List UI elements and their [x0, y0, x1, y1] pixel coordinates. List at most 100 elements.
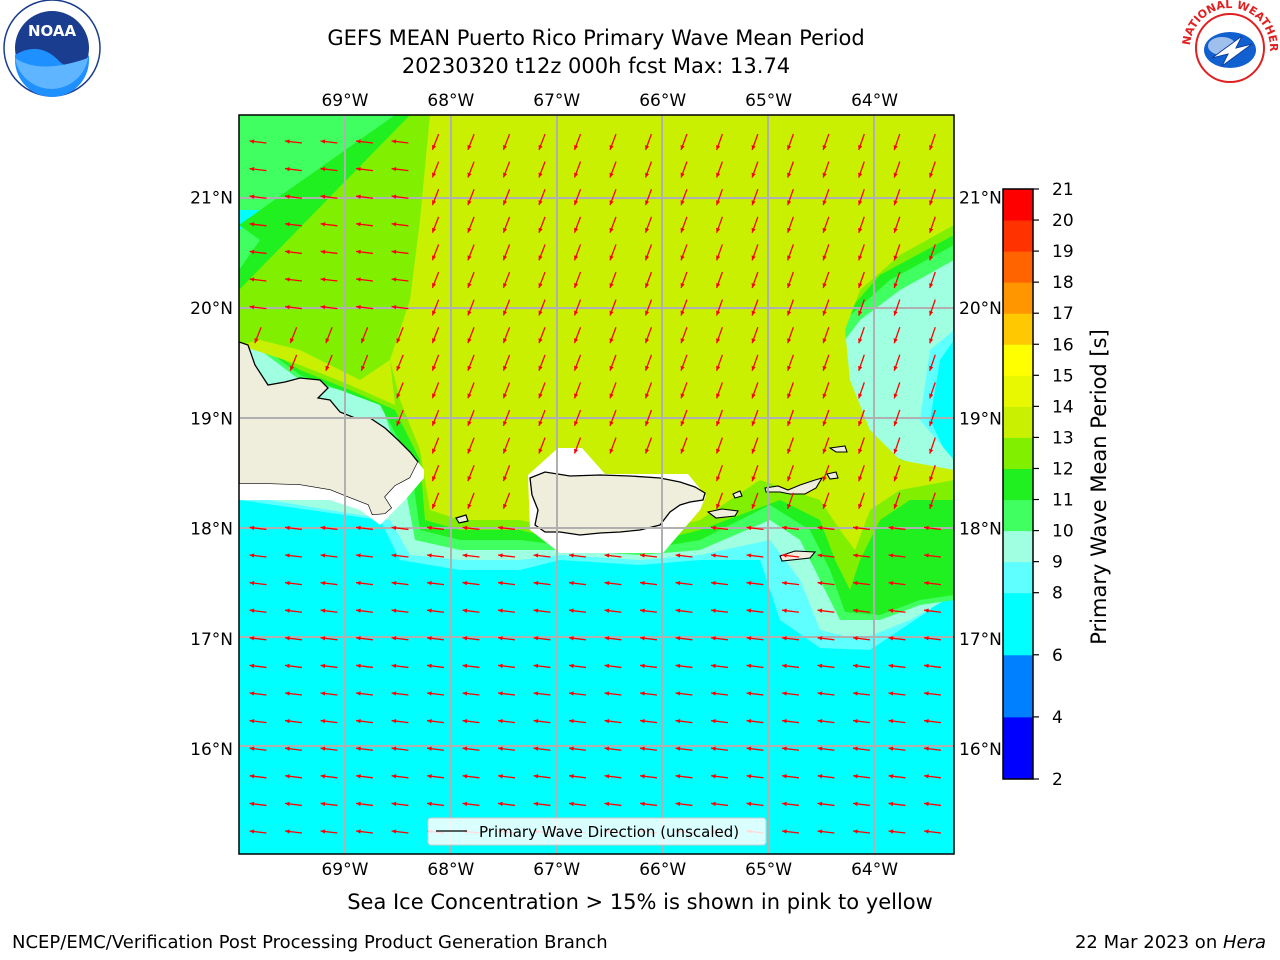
- wave-arrow: [426, 691, 445, 696]
- wave-arrow: [431, 299, 440, 316]
- wave-arrow: [325, 354, 333, 371]
- wave-arrow: [533, 663, 551, 669]
- wave-arrow: [320, 166, 338, 172]
- wave-arrow: [715, 244, 724, 261]
- wave-arrow: [462, 801, 480, 807]
- wave-arrow: [502, 354, 511, 371]
- wave-arrow: [497, 801, 516, 807]
- wave-arrow: [822, 437, 830, 454]
- chart-subtitle-date: 20230320 t12z 000h fcst Max: 13.74: [401, 54, 791, 78]
- wave-arrow: [675, 691, 693, 696]
- wave-arrow: [426, 746, 445, 751]
- wave-arrow: [680, 326, 688, 344]
- lat-tick-left: 21°N: [190, 189, 233, 209]
- wave-arrow: [604, 608, 622, 613]
- colorbar-swatch: [1003, 654, 1033, 718]
- colorbar-swatch: [1003, 313, 1033, 345]
- wave-arrow: [817, 580, 835, 586]
- wave-arrow: [893, 133, 901, 151]
- wave-arrow: [787, 492, 794, 510]
- wave-arrow: [888, 774, 906, 779]
- wave-arrow: [858, 244, 865, 261]
- wave-arrow: [609, 437, 617, 454]
- wave-arrow: [497, 718, 516, 724]
- wave-arrow: [391, 249, 409, 255]
- wave-arrow: [320, 525, 338, 531]
- wave-arrow: [573, 299, 582, 316]
- wave-arrow: [497, 580, 516, 586]
- wave-arrow: [396, 327, 404, 344]
- wave-arrow: [355, 663, 374, 669]
- nws-logo-text: NATIONAL WEATHER SERVICE: [0, 0, 1280, 52]
- wave-arrow: [787, 188, 794, 206]
- wave-arrow: [573, 327, 582, 344]
- wave-arrow: [680, 216, 688, 234]
- wave-arrow: [467, 409, 475, 427]
- period-band-13-14: [390, 115, 954, 550]
- wave-arrow: [639, 718, 658, 724]
- colorbar-tick-label: 17: [1052, 304, 1074, 324]
- wave-arrow: [284, 829, 303, 834]
- wave-arrow: [533, 691, 551, 696]
- wave-arrow: [284, 194, 303, 199]
- wave-arrow: [781, 608, 800, 613]
- colorbar-tick-label: 2: [1052, 770, 1063, 790]
- wave-arrow: [431, 409, 440, 427]
- colorbar-tick-label: 12: [1052, 459, 1074, 479]
- wave-arrow: [320, 663, 338, 669]
- wave-arrow: [787, 216, 794, 234]
- wave-arrow: [746, 553, 764, 558]
- wave-arrow: [929, 492, 936, 510]
- wave-arrow: [538, 244, 546, 261]
- wave-arrow: [710, 663, 729, 669]
- wave-arrow: [929, 464, 936, 482]
- wave-arrow: [822, 133, 830, 151]
- wave-arrow: [426, 553, 445, 558]
- wave-arrow: [751, 188, 759, 206]
- wave-arrow: [249, 608, 267, 613]
- wave-arrow: [538, 437, 546, 454]
- wave-arrow: [746, 636, 764, 641]
- wave-arrow: [715, 271, 724, 289]
- wave-arrow: [568, 663, 587, 669]
- wave-arrow: [573, 189, 582, 206]
- wave-arrow: [787, 382, 794, 399]
- wave-arrow: [391, 746, 409, 751]
- colorbar-swatch: [1003, 716, 1033, 780]
- wave-arrow: [715, 161, 724, 178]
- wave-arrow: [710, 774, 729, 779]
- wave-arrow: [710, 553, 729, 558]
- wave-arrow: [538, 161, 546, 178]
- wave-arrow: [710, 580, 729, 586]
- wave-arrow: [497, 608, 516, 613]
- wave-arrow: [391, 580, 409, 586]
- wave-arrow: [644, 382, 653, 399]
- wave-arrow: [680, 437, 688, 454]
- lat-tick-left: 17°N: [190, 630, 233, 650]
- colorbar-frame: [1002, 188, 1034, 780]
- wave-arrow: [822, 382, 830, 399]
- wave-arrow: [852, 663, 871, 669]
- wave-arrow: [249, 774, 267, 779]
- wave-arrow: [923, 746, 942, 751]
- wave-arrow: [822, 326, 830, 344]
- footer-date: 22 Mar 2023 on Hera: [1074, 932, 1266, 953]
- wave-arrow: [533, 774, 551, 779]
- colorbar-tick-label: 13: [1052, 428, 1074, 448]
- wave-arrow: [249, 194, 267, 199]
- wave-arrow: [497, 553, 516, 558]
- wave-arrow: [249, 139, 267, 144]
- wave-arrow: [644, 354, 653, 371]
- wave-arrow: [249, 801, 267, 807]
- wave-arrow: [391, 636, 409, 641]
- wave-arrow: [249, 663, 267, 669]
- wave-arrow: [609, 299, 617, 316]
- wave-arrow: [502, 189, 511, 206]
- wave-arrow: [715, 382, 724, 399]
- wave-arrow: [929, 382, 936, 399]
- wave-arrow: [817, 525, 835, 531]
- wave-arrow: [852, 608, 871, 613]
- wave-arrow: [639, 746, 658, 751]
- wave-arrow: [929, 271, 936, 289]
- wave-arrow: [320, 608, 338, 613]
